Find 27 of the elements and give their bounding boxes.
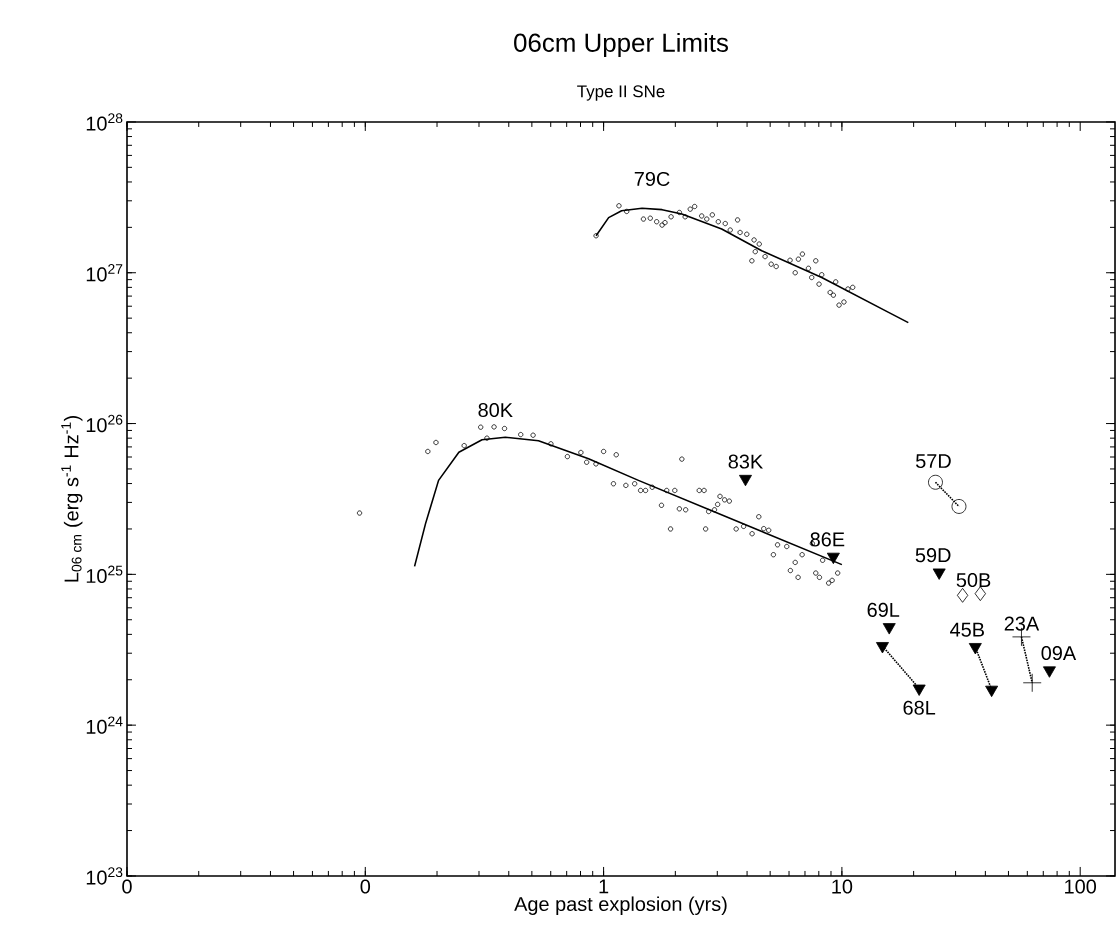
- annotation: 79C: [634, 171, 670, 186]
- x-tick-label: 100: [1065, 879, 1097, 894]
- y-tick-label: 10$^{28}$: [86, 113, 123, 131]
- annotation: 69L: [867, 602, 900, 617]
- annotation: 09A: [1041, 646, 1077, 661]
- annotation: 80K: [478, 402, 513, 418]
- annotation: 57D: [915, 454, 951, 469]
- y-tick-label: 10$^{25}$: [86, 565, 123, 584]
- chart-subtitle: Type II SNe: [577, 85, 665, 101]
- y-tick-label: 10$^{24}$: [86, 716, 123, 734]
- annotation: 68L: [903, 700, 936, 715]
- x-axis-title: Age past explosion (yrs): [514, 896, 727, 915]
- y-tick-label: 10$^{26}$: [86, 414, 123, 433]
- x-tick-label: 0: [122, 879, 132, 894]
- x-tick-label: 10: [832, 879, 853, 894]
- y-tick-label: 10$^{23}$: [86, 867, 123, 885]
- x-tick-label: 0: [360, 879, 371, 894]
- annotation: 59D: [915, 548, 951, 563]
- annotation: 83K: [728, 454, 763, 469]
- chart-title: 06cm Upper Limits: [514, 32, 728, 58]
- annotation: 50B: [956, 573, 991, 588]
- annotation: 86E: [810, 532, 845, 547]
- annotation: 23A: [1004, 616, 1040, 631]
- y-axis-title: L$_{06 cm}$ (erg s$^{-1}$ Hz$^{-1}$): [61, 416, 83, 582]
- x-tick-label: 1: [599, 879, 609, 894]
- annotation: 45B: [950, 622, 984, 637]
- y-tick-label: 10$^{27}$: [86, 264, 123, 282]
